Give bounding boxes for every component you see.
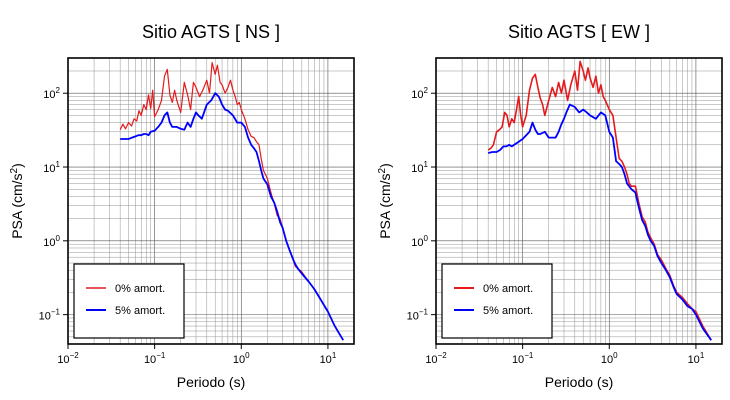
y-tick-label: 102 <box>411 86 428 101</box>
tick-label-base: 10 <box>512 354 524 366</box>
tick-label-exponent: 0 <box>245 351 250 360</box>
tick-label-exponent: 2 <box>56 86 61 95</box>
y-axis-label-superscript: 2 <box>377 167 388 173</box>
x-tick-label: 100 <box>601 351 618 366</box>
series-line-damping-5 <box>120 92 344 341</box>
y-axis-label-end: ) <box>377 163 393 168</box>
y-tick-label: 101 <box>411 160 428 175</box>
legend-label: 0% amort. <box>483 283 533 295</box>
chart-panel-ns: Sitio AGTS [ NS ] Periodo (s) PSA (cm/s2… <box>9 22 355 390</box>
tick-label-base: 10 <box>43 237 55 249</box>
y-tick-label: 102 <box>43 86 60 101</box>
tick-label-exponent: −2 <box>438 351 448 360</box>
legend-box <box>441 263 553 339</box>
tick-label-base: 10 <box>688 354 700 366</box>
y-tick-label: 10−1 <box>39 308 61 323</box>
tick-label-base: 10 <box>57 354 69 366</box>
tick-label-base: 10 <box>43 163 55 175</box>
x-tick-label: 101 <box>320 351 337 366</box>
y-tick-label: 100 <box>43 234 60 249</box>
tick-label-base: 10 <box>43 89 55 101</box>
tick-label-exponent: 0 <box>613 351 618 360</box>
tick-label-base: 10 <box>233 354 245 366</box>
x-tick-label: 101 <box>688 351 705 366</box>
tick-label-exponent: 1 <box>700 351 705 360</box>
tick-label-exponent: −1 <box>156 351 166 360</box>
x-axis-label: Periodo (s) <box>177 374 245 390</box>
chart-panel-ew: Sitio AGTS [ EW ] Periodo (s) PSA (cm/s2… <box>377 22 723 390</box>
tick-label-exponent: 1 <box>424 160 429 169</box>
plot-frame <box>435 57 723 345</box>
y-axis-label: PSA (cm/s2) <box>377 163 393 239</box>
tick-label-base: 10 <box>39 311 51 323</box>
y-tick-label: 100 <box>411 234 428 249</box>
y-tick-label: 101 <box>43 160 60 175</box>
legend: 0% amort. 5% amort. <box>73 263 185 339</box>
tick-label-base: 10 <box>411 163 423 175</box>
tick-label-exponent: −2 <box>70 351 80 360</box>
tick-label-exponent: 0 <box>56 234 61 243</box>
tick-label-exponent: 1 <box>56 160 61 169</box>
x-axis-label: Periodo (s) <box>545 374 613 390</box>
x-tick-label: 100 <box>233 351 250 366</box>
x-tick-label: 10−1 <box>144 351 166 366</box>
legend-box <box>73 263 185 339</box>
tick-label-exponent: 2 <box>424 86 429 95</box>
tick-label-base: 10 <box>144 354 156 366</box>
tick-label-base: 10 <box>601 354 613 366</box>
tick-label-base: 10 <box>407 311 419 323</box>
legend: 0% amort. 5% amort. <box>441 263 553 339</box>
x-tick-label: 10−2 <box>57 351 79 366</box>
tick-label-exponent: −1 <box>524 351 534 360</box>
legend-label: 5% amort. <box>483 305 533 317</box>
tick-label-exponent: −1 <box>51 308 61 317</box>
series-group <box>119 61 344 341</box>
y-axis-label: PSA (cm/s2) <box>9 163 25 239</box>
chart-title: Sitio AGTS [ NS ] <box>142 22 280 42</box>
legend-label: 0% amort. <box>115 283 165 295</box>
tick-label-exponent: −1 <box>419 308 429 317</box>
tick-label-exponent: 0 <box>424 234 429 243</box>
tick-label-base: 10 <box>320 354 332 366</box>
tick-label-base: 10 <box>425 354 437 366</box>
legend-label: 5% amort. <box>115 305 165 317</box>
series-line-damping-5 <box>488 103 712 341</box>
tick-label-exponent: 1 <box>332 351 337 360</box>
plot-frame <box>67 57 355 345</box>
tick-label-base: 10 <box>411 237 423 249</box>
y-axis-label-main: PSA (cm/s <box>9 173 25 238</box>
series-group <box>487 60 712 341</box>
y-axis-label-superscript: 2 <box>9 167 20 173</box>
y-axis-label-main: PSA (cm/s <box>377 173 393 238</box>
y-tick-label: 10−1 <box>407 308 429 323</box>
x-tick-label: 10−2 <box>425 351 447 366</box>
y-axis-label-end: ) <box>9 163 25 168</box>
chart-title: Sitio AGTS [ EW ] <box>508 22 650 42</box>
x-tick-label: 10−1 <box>512 351 534 366</box>
tick-label-base: 10 <box>411 89 423 101</box>
